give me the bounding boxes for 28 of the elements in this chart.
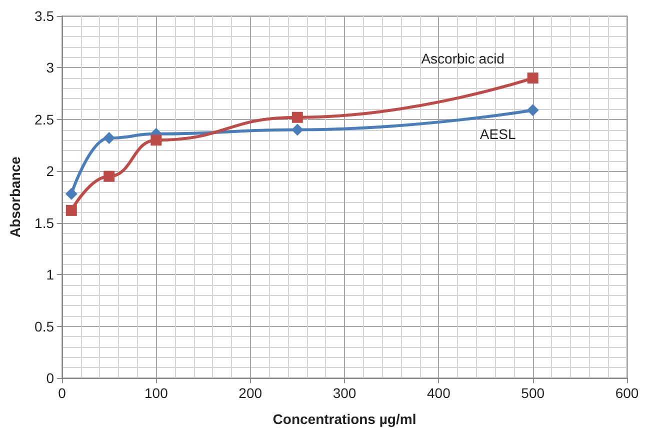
point xyxy=(291,124,304,136)
point xyxy=(150,134,162,146)
x-tick-label: 300 xyxy=(332,385,356,401)
y-tick-label: 2.5 xyxy=(34,111,54,128)
x-tick-label: 100 xyxy=(144,385,168,401)
point xyxy=(65,188,78,200)
series-label: Ascorbic acid xyxy=(421,50,504,67)
point xyxy=(292,112,303,123)
x-tick-label: 200 xyxy=(238,385,262,401)
point xyxy=(526,104,539,116)
y-tick-label: 3 xyxy=(46,60,54,76)
y-tick-label: 1.5 xyxy=(34,214,54,231)
point xyxy=(104,170,115,182)
x-axis-title: Concentrations µg/ml xyxy=(272,411,416,427)
x-tick-label: 400 xyxy=(426,385,451,401)
x-tick-label: 600 xyxy=(615,385,639,401)
point xyxy=(66,204,77,216)
series-label: AESL xyxy=(480,126,516,142)
y-tick-label: 0 xyxy=(46,370,54,386)
x-tick-label: 0 xyxy=(58,385,66,401)
point xyxy=(103,132,116,144)
x-tick-label: 500 xyxy=(521,385,545,401)
y-tick-label: 2 xyxy=(46,163,54,180)
point xyxy=(527,72,538,84)
y-tick-label: 0.5 xyxy=(34,318,54,334)
y-axis-title: Absorbance xyxy=(7,156,23,238)
y-tick-label: 1 xyxy=(46,266,54,283)
y-tick-label: 3.5 xyxy=(34,8,54,24)
